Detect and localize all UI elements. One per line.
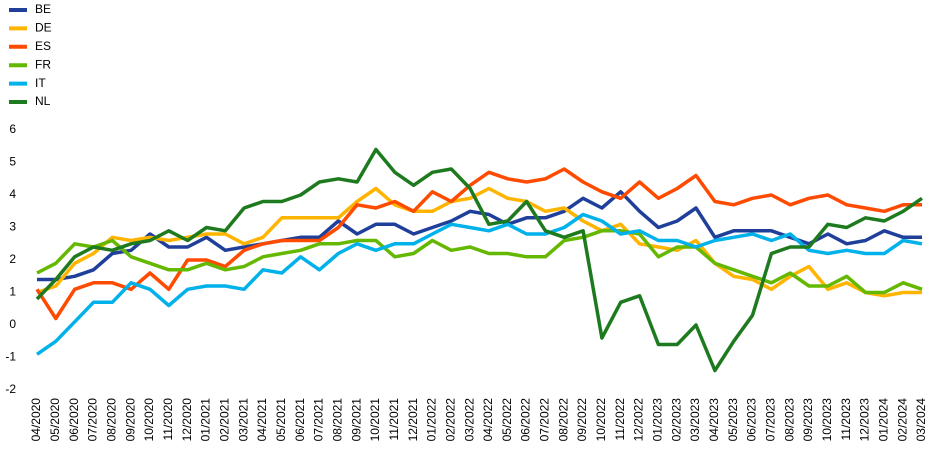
- x-tick-label: 12/2022: [632, 398, 646, 442]
- x-tick-label: 10/2021: [368, 398, 382, 442]
- x-tick-label: 12/2021: [406, 398, 420, 442]
- x-tick-label: 06/2020: [67, 398, 81, 442]
- x-tick-label: 10/2020: [142, 398, 156, 442]
- x-tick-label: 03/2022: [462, 398, 476, 442]
- x-tick-label: 10/2023: [820, 398, 834, 442]
- x-tick-label: 09/2023: [801, 398, 815, 442]
- y-tick-label: 1: [9, 285, 16, 299]
- x-tick-label: 07/2020: [86, 398, 100, 442]
- x-tick-label: 08/2023: [782, 398, 796, 442]
- x-tick-label: 11/2022: [613, 398, 627, 441]
- legend-label: DE: [35, 21, 52, 35]
- x-tick-label: 09/2020: [123, 398, 137, 442]
- legend-label: ES: [35, 39, 51, 53]
- x-tick-label: 03/2021: [236, 398, 250, 442]
- x-tick-label: 07/2021: [312, 398, 326, 442]
- legend-label: FR: [35, 57, 51, 71]
- x-tick-label: 04/2021: [255, 398, 269, 442]
- x-tick-label: 01/2024: [877, 398, 891, 442]
- x-tick-label: 04/2023: [707, 398, 721, 442]
- x-tick-label: 06/2022: [519, 398, 533, 442]
- x-tick-label: 08/2020: [104, 398, 118, 442]
- x-tick-label: 01/2022: [425, 398, 439, 442]
- series-line: [36, 212, 923, 356]
- x-tick-label: 05/2021: [274, 398, 288, 442]
- series-line: [35, 147, 923, 373]
- x-tick-label: 11/2023: [839, 398, 853, 441]
- series-line: [36, 229, 923, 295]
- x-tick-label: 02/2022: [443, 398, 457, 442]
- x-tick-label: 04/2020: [29, 398, 43, 442]
- x-tick-label: 02/2024: [895, 398, 909, 442]
- x-tick-label: 11/2021: [387, 398, 401, 441]
- x-tick-label: 08/2022: [556, 398, 570, 442]
- series-line: [37, 190, 922, 282]
- x-tick-label: 09/2021: [349, 398, 363, 442]
- x-tick-label: 02/2023: [669, 398, 683, 442]
- legend-label: BE: [35, 2, 51, 16]
- x-tick-label: 07/2022: [538, 398, 552, 442]
- legend-label: NL: [35, 94, 51, 108]
- y-tick-label: 4: [9, 187, 16, 201]
- x-tick-label: 05/2020: [48, 398, 62, 442]
- y-tick-label: 6: [9, 122, 16, 136]
- x-tick-label: 02/2021: [217, 398, 231, 442]
- x-tick-label: 05/2022: [500, 398, 514, 442]
- x-tick-label: 04/2022: [481, 398, 495, 442]
- x-tick-label: 01/2021: [199, 398, 213, 442]
- series-line: [35, 167, 922, 321]
- x-tick-label: 07/2023: [764, 398, 778, 442]
- x-tick-label: 01/2023: [651, 398, 665, 442]
- y-tick-label: 5: [9, 155, 16, 169]
- x-tick-label: 12/2023: [858, 398, 872, 442]
- x-tick-label: 10/2022: [594, 398, 608, 442]
- y-tick-label: -2: [5, 382, 16, 396]
- legend-label: IT: [35, 76, 46, 90]
- x-tick-label: 09/2022: [575, 398, 589, 442]
- x-tick-label: 06/2023: [745, 398, 759, 442]
- y-tick-label: 2: [9, 252, 16, 266]
- x-tick-label: 12/2020: [180, 398, 194, 442]
- x-tick-label: 03/2023: [688, 398, 702, 442]
- x-tick-label: 05/2023: [726, 398, 740, 442]
- y-tick-label: -1: [5, 350, 16, 364]
- y-tick-label: 3: [9, 220, 16, 234]
- x-tick-label: 08/2021: [330, 398, 344, 442]
- x-tick-label: 03/2024: [914, 398, 928, 442]
- x-tick-label: 06/2021: [293, 398, 307, 442]
- y-tick-label: 0: [9, 317, 16, 331]
- x-tick-label: 11/2020: [161, 398, 175, 441]
